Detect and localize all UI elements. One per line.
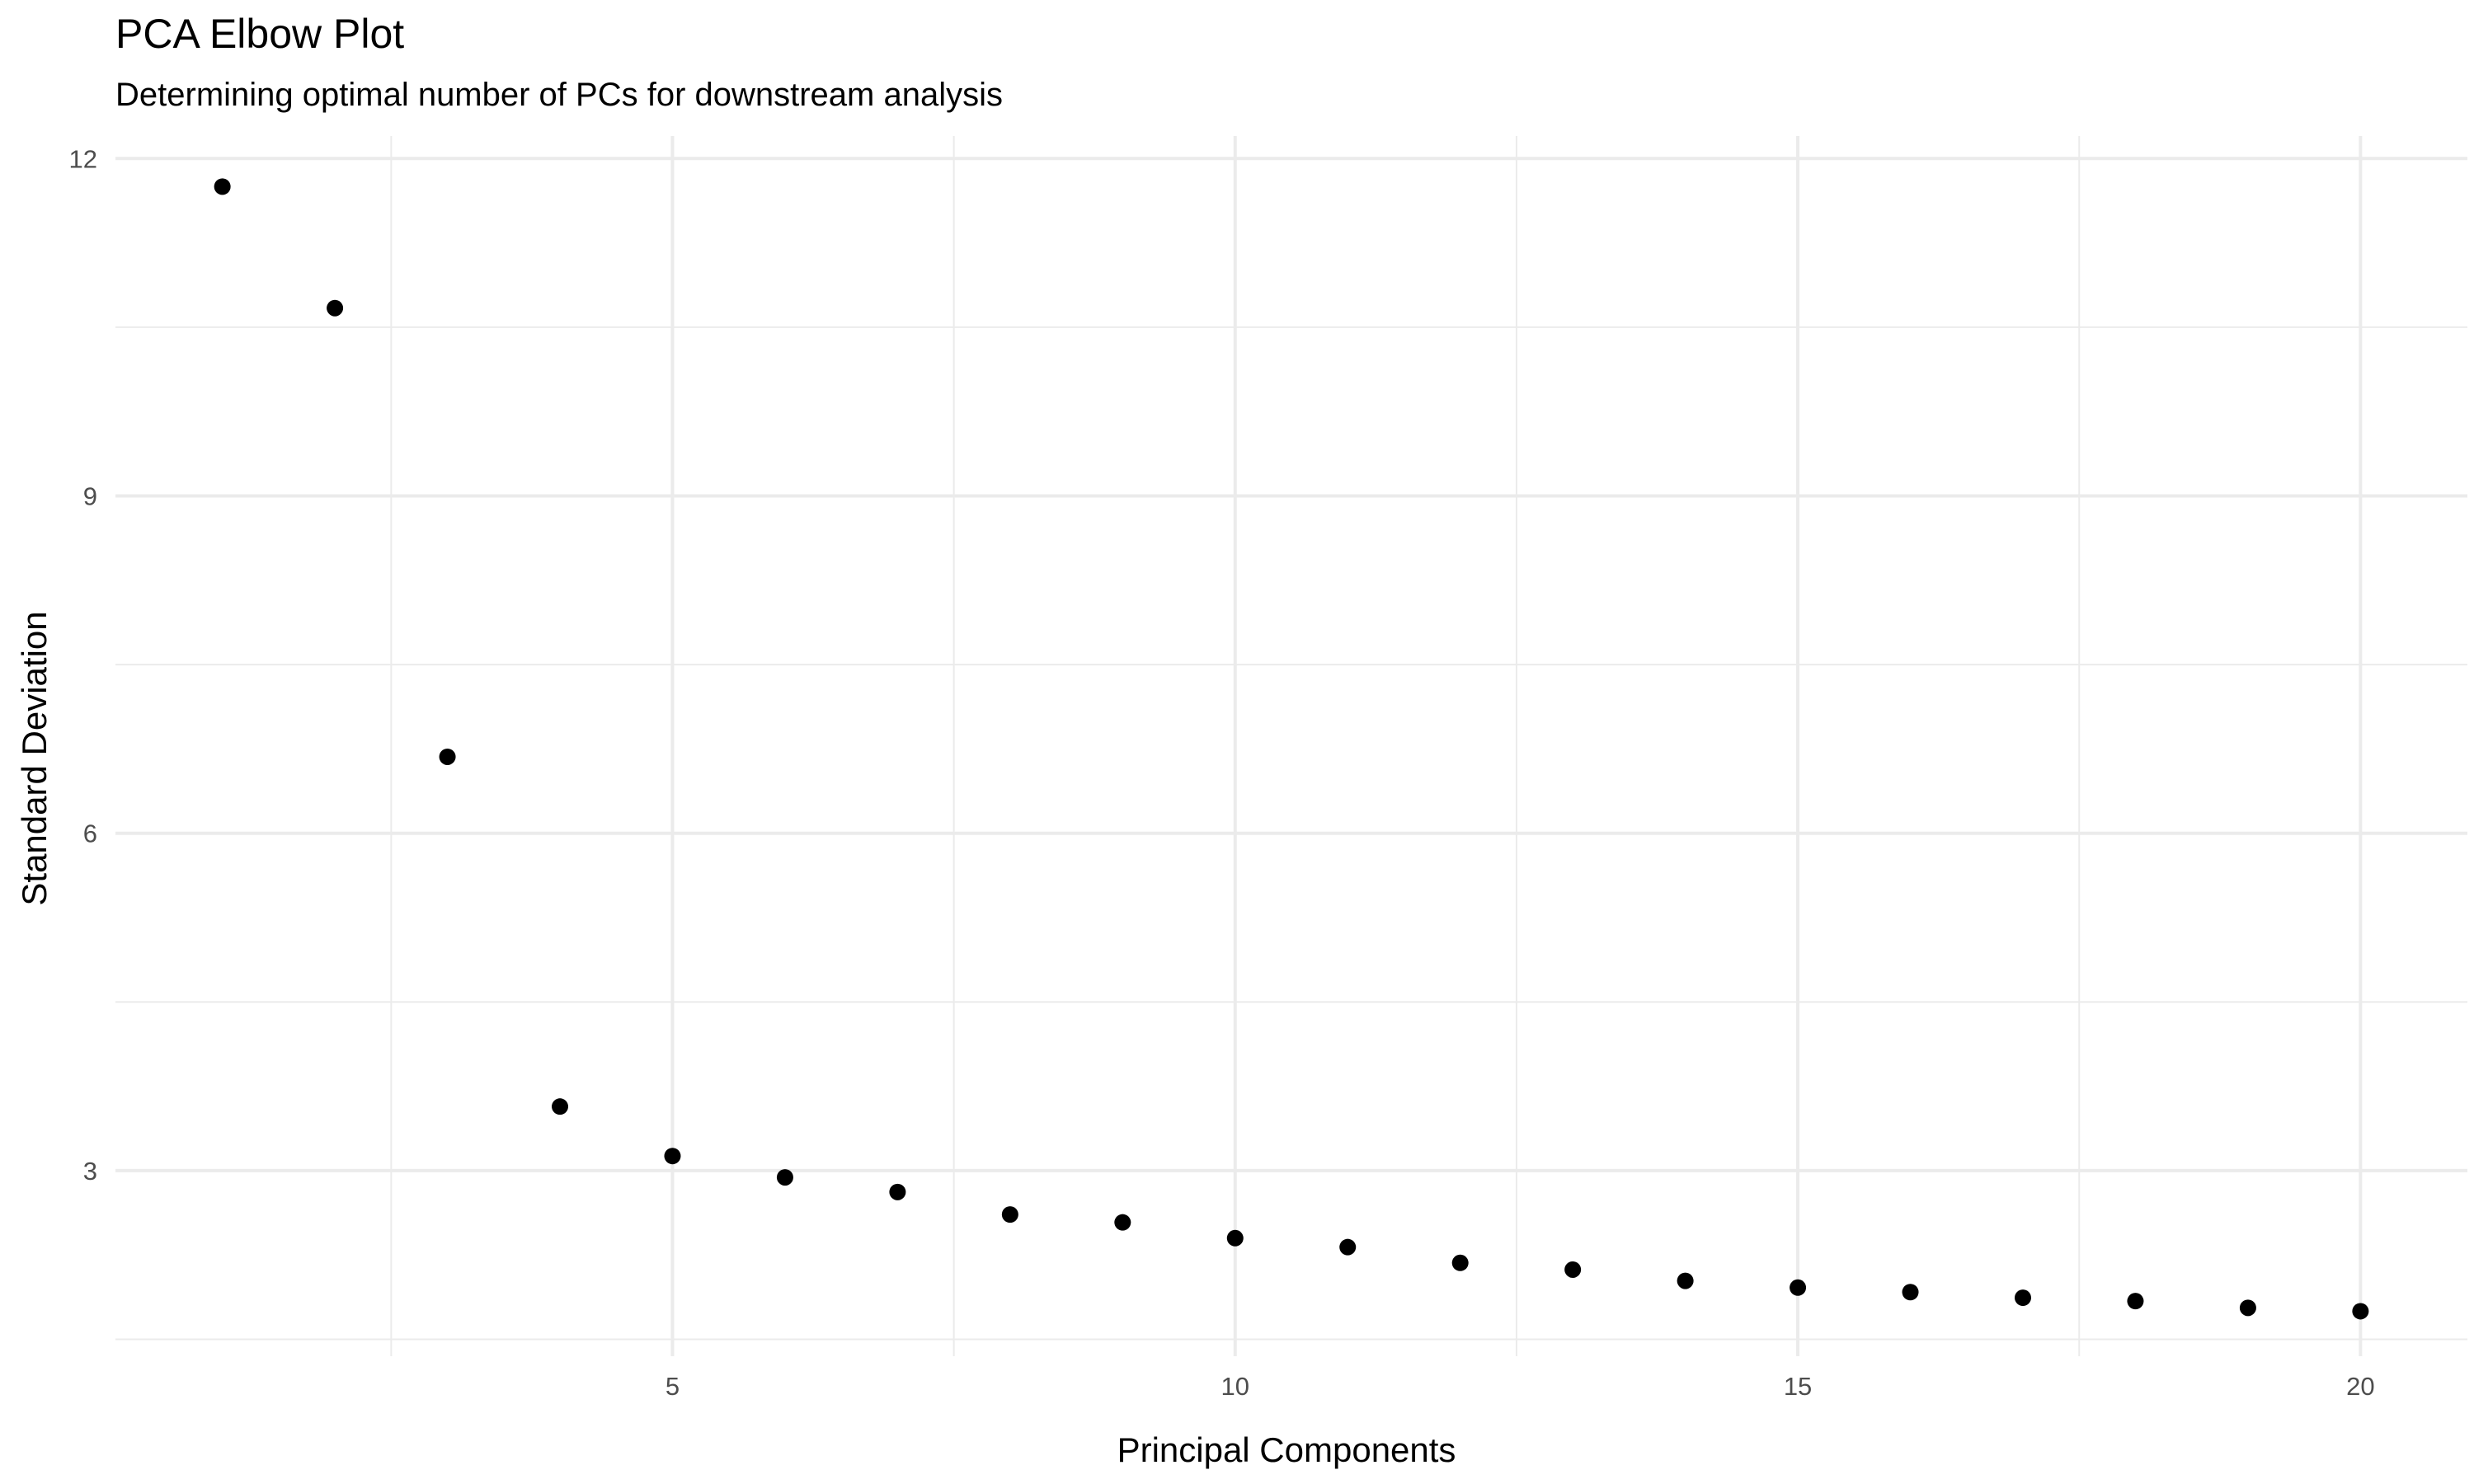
- data-point: [214, 178, 231, 195]
- x-axis-title: Principal Components: [1117, 1430, 1456, 1469]
- data-point: [1790, 1279, 1807, 1296]
- data-point: [1677, 1272, 1694, 1289]
- data-points: [214, 178, 2369, 1320]
- data-point: [1226, 1229, 1244, 1247]
- x-axis-tick-labels: 5 10 15 20: [666, 1372, 2375, 1401]
- data-point: [1902, 1284, 1919, 1301]
- x-tick-label: 10: [1221, 1372, 1249, 1401]
- chart-subtitle: Determining optimal number of PCs for do…: [115, 77, 1003, 113]
- data-point: [664, 1148, 681, 1165]
- data-point: [2352, 1303, 2369, 1320]
- data-point: [889, 1183, 906, 1200]
- data-point: [1564, 1261, 1582, 1278]
- data-point: [1451, 1254, 1469, 1271]
- data-point: [1001, 1206, 1018, 1223]
- y-axis-title: Standard Deviation: [15, 611, 54, 905]
- data-point: [439, 748, 456, 765]
- y-tick-label: 12: [69, 144, 97, 173]
- minor-gridlines: [115, 136, 2467, 1356]
- chart-title: PCA Elbow Plot: [115, 11, 404, 57]
- x-tick-label: 20: [2346, 1372, 2374, 1401]
- y-tick-label: 3: [83, 1157, 97, 1186]
- data-point: [2239, 1299, 2256, 1317]
- data-point: [776, 1169, 793, 1186]
- data-point: [327, 299, 344, 317]
- data-point: [2014, 1289, 2031, 1307]
- y-axis-tick-labels: 3 6 9 12: [69, 144, 97, 1186]
- data-point: [552, 1098, 569, 1115]
- y-tick-label: 6: [83, 819, 97, 848]
- y-tick-label: 9: [83, 481, 97, 510]
- major-gridlines: [115, 136, 2467, 1356]
- data-point: [2127, 1293, 2144, 1310]
- x-tick-label: 5: [666, 1372, 680, 1401]
- x-tick-label: 15: [1784, 1372, 1812, 1401]
- data-point: [1339, 1238, 1357, 1256]
- data-point: [1114, 1214, 1131, 1231]
